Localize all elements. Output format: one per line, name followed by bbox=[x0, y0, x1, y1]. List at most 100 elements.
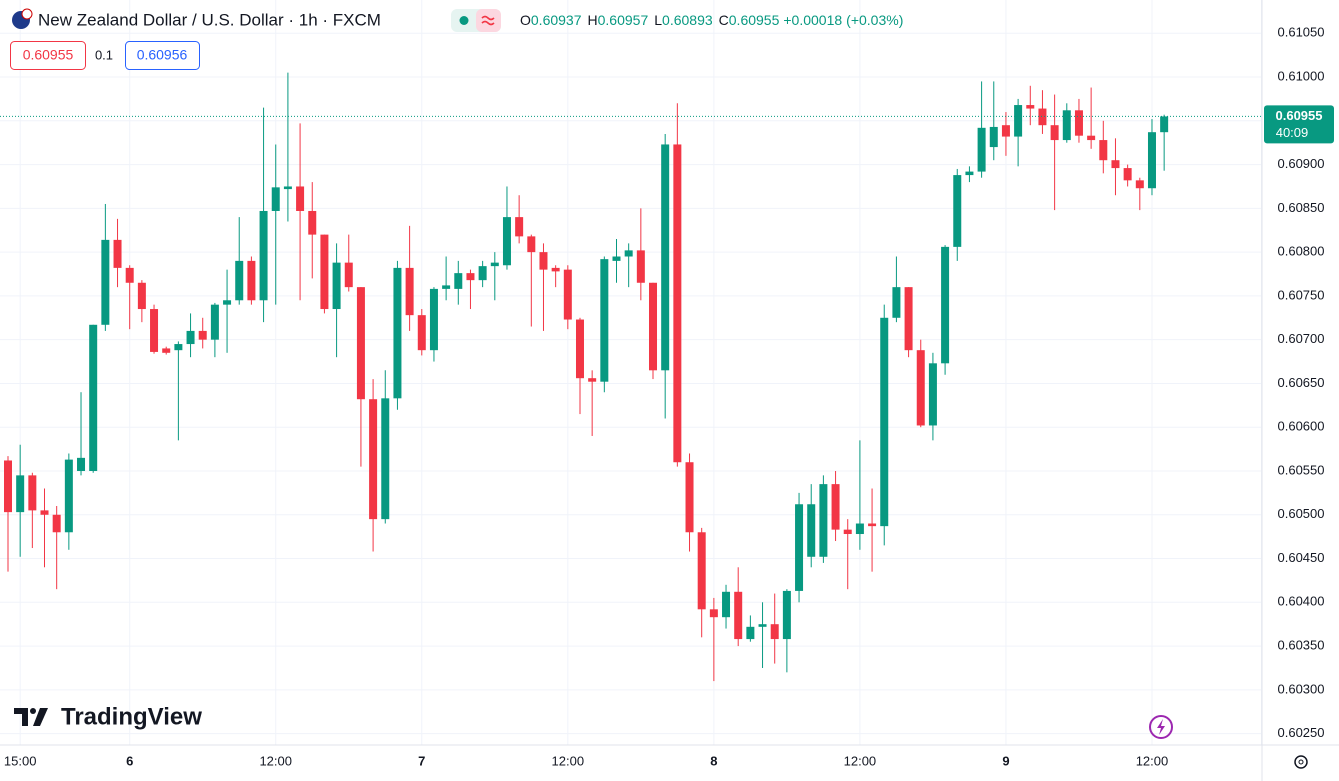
logo-icon bbox=[14, 708, 48, 726]
candle-body bbox=[1099, 140, 1108, 161]
candle-body bbox=[965, 171, 974, 176]
candle-body bbox=[125, 267, 134, 283]
candle-body bbox=[1026, 105, 1035, 109]
ohlc-label: H bbox=[588, 12, 598, 28]
candle-body bbox=[283, 186, 292, 190]
candle-body bbox=[989, 126, 998, 148]
candle-body bbox=[563, 269, 572, 320]
candle-body bbox=[478, 266, 487, 281]
candle-body bbox=[442, 285, 451, 289]
y-tick-label: 0.60600 bbox=[1278, 419, 1325, 434]
candle-body bbox=[685, 462, 694, 533]
axes: 0.60250 0.60300 0.60350 0.60400 0.60450 0.605… bbox=[4, 25, 1334, 768]
status-icon bbox=[481, 15, 495, 26]
candle-body bbox=[296, 186, 305, 211]
candle-body bbox=[807, 504, 816, 557]
candle-body bbox=[174, 344, 183, 351]
ohlc-value: 0.60955 bbox=[729, 12, 780, 28]
candle-body bbox=[28, 475, 37, 511]
candle-body bbox=[186, 330, 195, 345]
candle-body bbox=[162, 348, 171, 353]
candle-body bbox=[928, 363, 937, 426]
candle-body bbox=[734, 591, 743, 640]
candle-body bbox=[539, 252, 548, 270]
x-tick-label: 12:00 bbox=[1136, 753, 1169, 768]
candle-body bbox=[709, 609, 718, 618]
candle-body bbox=[649, 282, 658, 371]
market-open-dot bbox=[459, 16, 469, 25]
price-tag bbox=[1264, 105, 1334, 144]
ohlc-legend: O0.60937 H0.60957 L0.60893 C0.60955 +0.00018… bbox=[520, 12, 903, 28]
y-tick-label: 0.60350 bbox=[1278, 638, 1325, 653]
candle-body bbox=[381, 398, 390, 520]
candle-body bbox=[916, 350, 925, 426]
candle-body bbox=[624, 250, 633, 257]
ohlc-label: L bbox=[654, 12, 662, 28]
candle-body bbox=[259, 210, 268, 301]
candle-body bbox=[77, 457, 86, 471]
candle-body bbox=[697, 532, 706, 610]
y-tick-label: 0.60850 bbox=[1278, 200, 1325, 215]
candle-body bbox=[892, 287, 901, 318]
candle-body bbox=[977, 127, 986, 172]
buy-button[interactable] bbox=[125, 41, 200, 70]
candle-body bbox=[843, 529, 852, 535]
candle-body bbox=[393, 267, 402, 399]
candle-body bbox=[831, 484, 840, 530]
ohlc-label: C bbox=[719, 12, 729, 28]
candle-body bbox=[1147, 132, 1156, 189]
candle-body bbox=[1074, 110, 1083, 136]
candle-body bbox=[1062, 110, 1071, 141]
candle-body bbox=[210, 304, 219, 340]
candle-body bbox=[636, 250, 645, 283]
alert-icon[interactable] bbox=[1149, 715, 1173, 739]
x-tick-label: 15:00 bbox=[4, 753, 37, 768]
candle-body bbox=[235, 260, 244, 301]
change: +0.00018 bbox=[783, 12, 842, 28]
candle-body bbox=[52, 514, 61, 533]
candle-body bbox=[855, 523, 864, 535]
x-tick-label: 12:00 bbox=[259, 753, 292, 768]
grid bbox=[0, 0, 1263, 745]
status-button[interactable] bbox=[476, 9, 501, 32]
x-tick-label: 12:00 bbox=[844, 753, 877, 768]
y-tick-label: 0.60750 bbox=[1278, 287, 1325, 302]
x-tick-label: 8 bbox=[710, 753, 717, 768]
price-tag-countdown: 40:09 bbox=[1276, 125, 1309, 140]
candle-body bbox=[722, 591, 731, 618]
candle-body bbox=[405, 267, 414, 316]
candle-body bbox=[941, 246, 950, 364]
settings-icon[interactable] bbox=[1294, 755, 1308, 769]
candle-body bbox=[490, 262, 499, 267]
candle-body bbox=[819, 484, 828, 557]
y-tick-label: 0.60550 bbox=[1278, 462, 1325, 477]
price-tag-value: 0.60955 bbox=[1276, 108, 1323, 123]
candle-body bbox=[880, 317, 889, 527]
y-tick-label: 0.60650 bbox=[1278, 375, 1325, 390]
candle-body bbox=[515, 217, 524, 237]
x-tick-label: 9 bbox=[1002, 753, 1009, 768]
candle-body bbox=[1087, 135, 1096, 141]
candle-body bbox=[454, 273, 463, 289]
candle-body bbox=[16, 475, 25, 513]
chart-title: New Zealand Dollar / U.S. Dollar · 1h · … bbox=[38, 10, 381, 29]
change-percent: (+0.03%) bbox=[846, 12, 903, 28]
candle-body bbox=[466, 273, 475, 281]
sell-button[interactable] bbox=[10, 41, 86, 70]
candle-body bbox=[551, 267, 560, 272]
candle-body bbox=[588, 378, 597, 382]
candle-body bbox=[575, 319, 584, 379]
candle-body bbox=[1123, 168, 1132, 181]
candle-body bbox=[113, 239, 122, 268]
candle-body bbox=[502, 217, 511, 266]
y-tick-label: 0.61000 bbox=[1278, 68, 1325, 83]
y-tick-label: 0.60400 bbox=[1278, 594, 1325, 609]
y-tick-label: 0.60700 bbox=[1278, 331, 1325, 346]
candle-body bbox=[369, 399, 378, 520]
y-tick-label: 0.61050 bbox=[1278, 25, 1325, 40]
spread: 0.1 bbox=[95, 47, 113, 62]
candle-body bbox=[356, 287, 365, 400]
candle-body bbox=[137, 282, 146, 310]
candle-body bbox=[4, 460, 12, 513]
